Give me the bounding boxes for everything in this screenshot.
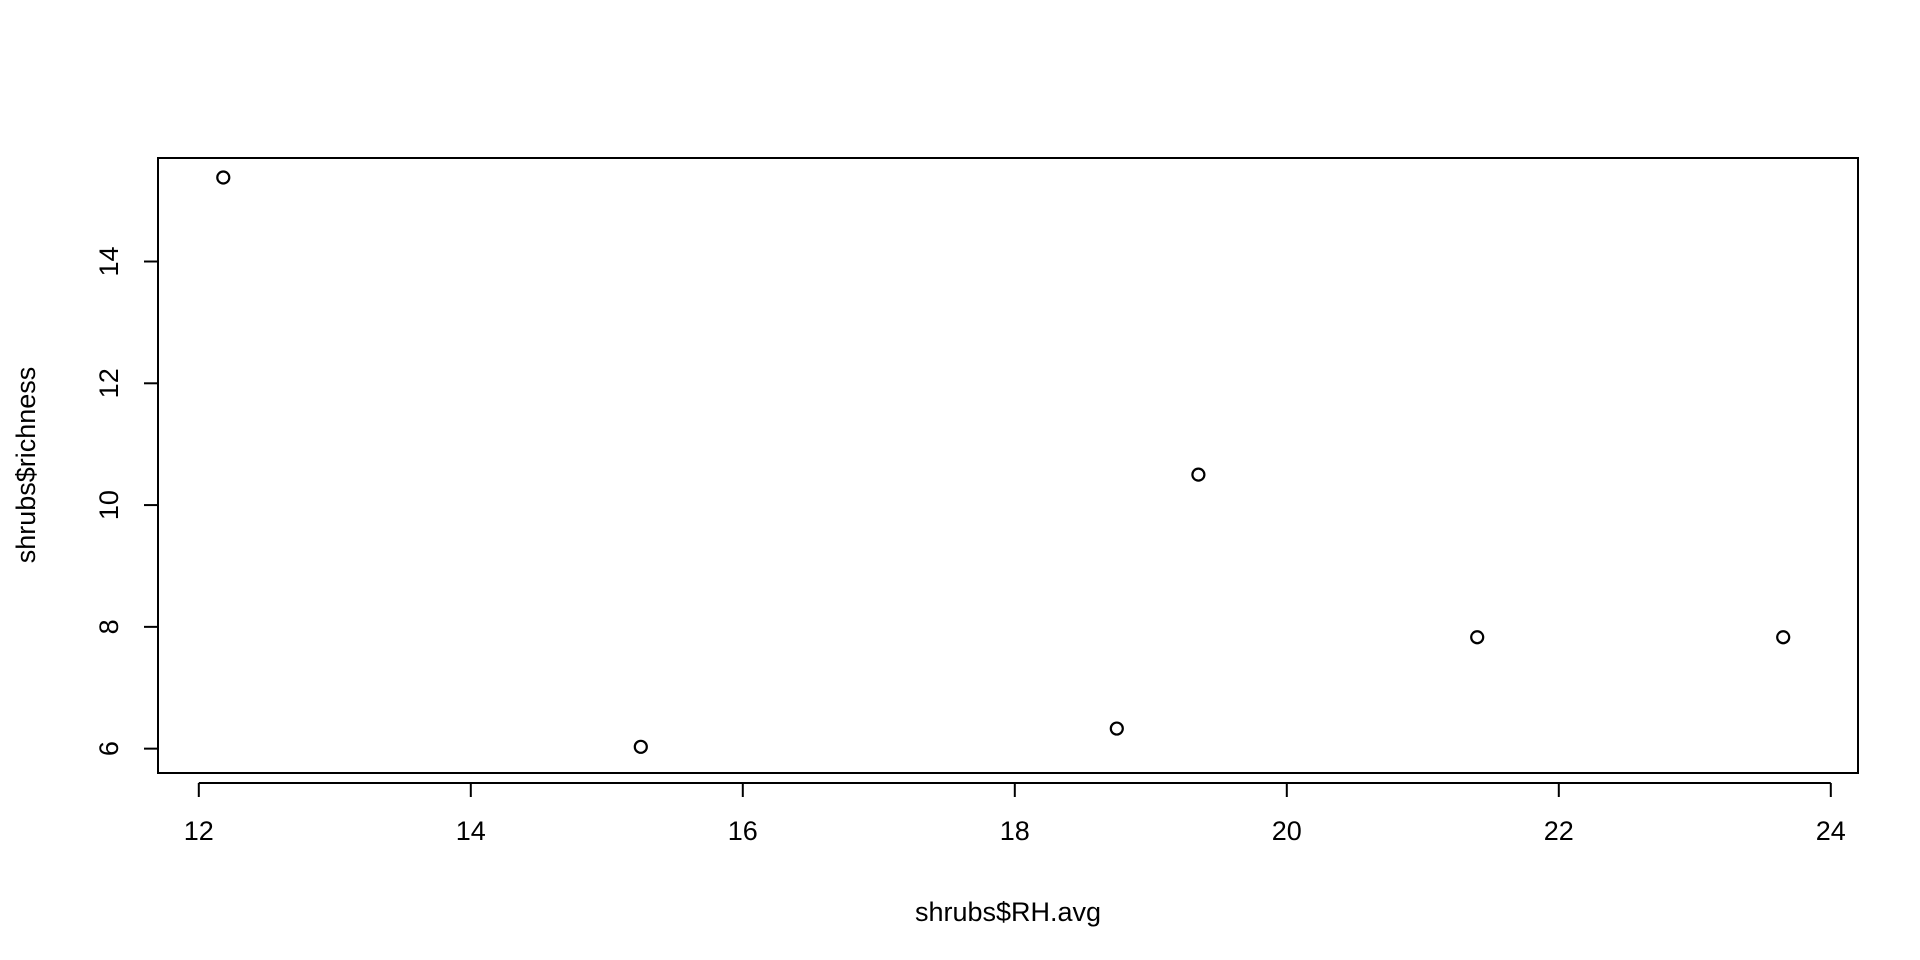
x-tick-label: 18 <box>1000 816 1030 846</box>
data-point <box>633 739 648 754</box>
data-point <box>1109 721 1124 736</box>
x-axis: 12 14 16 18 20 22 24 <box>184 782 1846 846</box>
data-point <box>216 170 231 185</box>
data-point <box>1776 630 1791 645</box>
y-tick-label: 6 <box>94 741 124 756</box>
x-tick-label: 16 <box>728 816 758 846</box>
data-point <box>1470 630 1485 645</box>
x-tick-label: 14 <box>456 816 486 846</box>
y-axis: 6 8 10 12 14 <box>94 246 159 756</box>
x-axis-label: shrubs$RH.avg <box>915 897 1101 927</box>
x-tick-label: 20 <box>1272 816 1302 846</box>
y-tick-label: 10 <box>94 490 124 520</box>
data-point <box>1191 467 1206 482</box>
y-tick-label: 8 <box>94 619 124 634</box>
data-points <box>216 170 1791 754</box>
y-tick-label: 14 <box>94 246 124 276</box>
y-axis-label: shrubs$richness <box>11 367 41 564</box>
x-tick-label: 24 <box>1816 816 1846 846</box>
x-tick-label: 12 <box>184 816 214 846</box>
x-tick-label: 22 <box>1544 816 1574 846</box>
y-tick-label: 12 <box>94 368 124 398</box>
plot-box <box>157 157 1859 774</box>
